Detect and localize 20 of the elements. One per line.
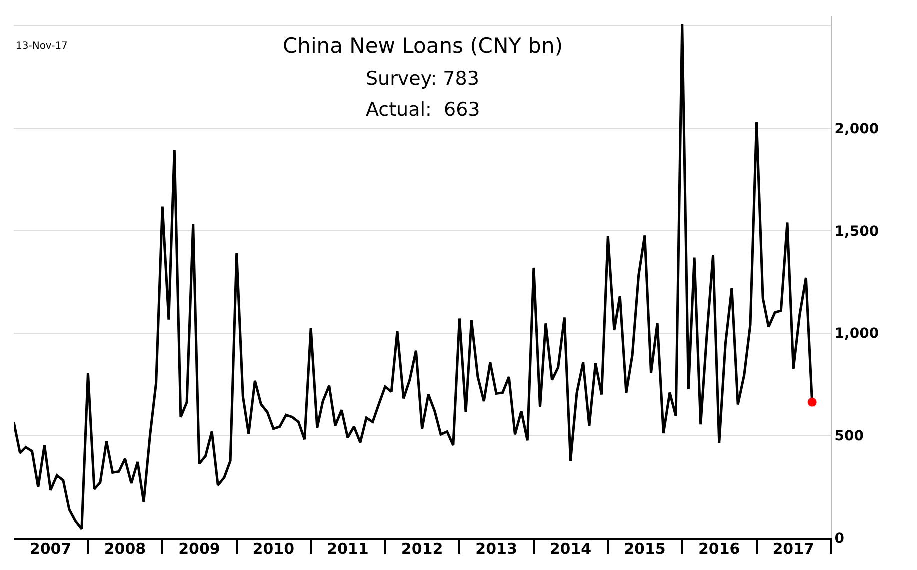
y-tick-label: 0	[834, 530, 845, 547]
annotation: 13-Nov-17	[16, 41, 68, 52]
x-tick-label: 2013	[476, 540, 518, 558]
x-tick-label: 2009	[178, 540, 220, 558]
x-tick-label: 2011	[327, 540, 369, 558]
x-tick-label: 2008	[104, 540, 146, 558]
y-tick-label: 500	[834, 428, 864, 445]
x-tick-label: 2016	[698, 540, 740, 558]
y-tick-label: 1,500	[834, 224, 880, 240]
annotation: Actual: 663	[366, 99, 480, 121]
x-tick-label: 2010	[252, 540, 295, 558]
y-tick-label: 1,000	[834, 326, 880, 342]
x-tick-label: 2012	[401, 540, 444, 558]
text: Survey: 783	[366, 68, 480, 90]
y-tick-label: 2,000	[834, 121, 880, 138]
text: China New Loans (CNY bn)	[283, 34, 564, 58]
x-tick-label: 2014	[550, 540, 592, 558]
x-tick-label: 2017	[772, 540, 814, 558]
x-tick-label: 2007	[30, 540, 72, 558]
x-tick-label: 2015	[624, 540, 666, 558]
